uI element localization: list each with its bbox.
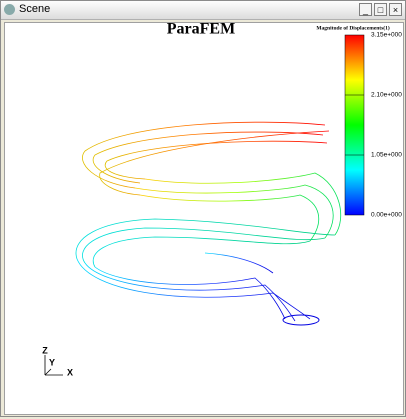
legend-label: 2.10e+000 — [371, 92, 402, 99]
axis-label-z: Z — [42, 345, 48, 355]
color-bar — [344, 34, 365, 216]
window-title: Scene — [19, 3, 51, 15]
scene-view: ParaFEM Magnitude of Displacements(1) 3.… — [4, 21, 404, 415]
legend-label: 1.05e+000 — [371, 152, 402, 159]
close-button[interactable]: × — [389, 3, 402, 16]
axis-label-x: X — [67, 367, 73, 377]
helix-mesh — [75, 121, 342, 322]
tube-end — [282, 314, 320, 326]
maximize-button[interactable]: □ — [374, 3, 387, 16]
title-bar: Scene _ □ × — [1, 1, 405, 20]
scene-title: ParaFEM — [167, 23, 235, 38]
axis-triad — [44, 355, 63, 376]
app-icon — [4, 4, 15, 15]
scene: ParaFEM Magnitude of Displacements(1) 3.… — [42, 21, 402, 378]
axis-label-y: Y — [49, 357, 55, 367]
legend-title: Magnitude of Displacements(1) — [316, 24, 389, 31]
legend-label: 3.15e+000 — [371, 32, 402, 39]
minimize-button[interactable]: _ — [359, 3, 372, 16]
legend-label: 0.00e+000 — [371, 212, 402, 219]
